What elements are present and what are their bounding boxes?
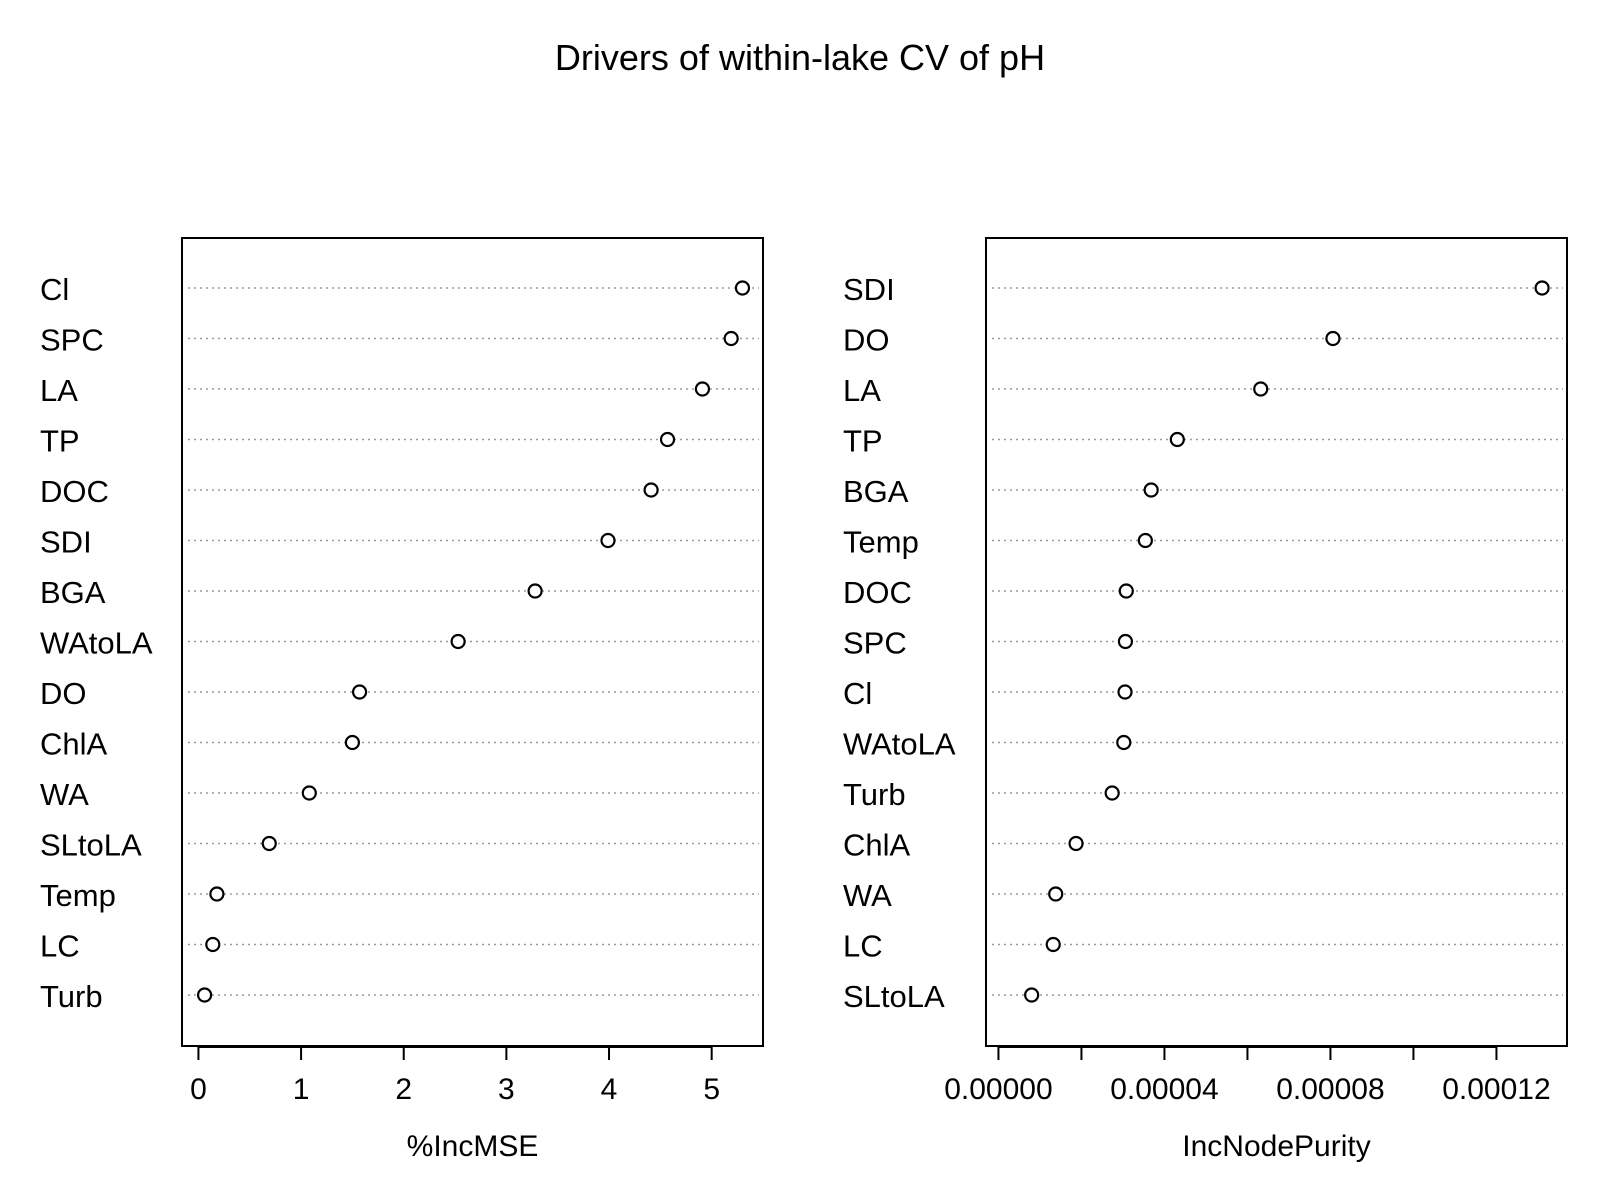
category-label: ChlA (40, 727, 108, 762)
category-label: Cl (40, 272, 69, 307)
x-tick-label: 0.00008 (1276, 1073, 1384, 1106)
category-label: SLtoLA (843, 979, 945, 1014)
data-point (1024, 987, 1040, 1003)
category-label: TP (843, 424, 883, 459)
category-label: SLtoLA (40, 828, 142, 863)
data-point (643, 482, 659, 498)
category-label: Cl (843, 676, 872, 711)
category-label: Temp (40, 878, 116, 913)
category-label: Temp (843, 525, 919, 560)
data-point (1117, 684, 1133, 700)
category-label: LA (843, 373, 881, 408)
x-axis-title: IncNodePurity (1182, 1130, 1370, 1163)
category-label: LA (40, 373, 78, 408)
category-label: Turb (40, 979, 103, 1014)
x-axis-title: %IncMSE (407, 1130, 539, 1163)
category-label: Turb (843, 777, 906, 812)
data-point (1048, 886, 1064, 902)
category-label: LC (40, 929, 80, 964)
data-point (1169, 431, 1185, 448)
data-point (600, 532, 616, 549)
data-point (659, 431, 676, 448)
data-point (196, 987, 213, 1003)
x-tick-label: 0.00012 (1442, 1073, 1550, 1106)
x-tick-label: 0.00004 (1110, 1073, 1218, 1106)
category-label: ChlA (843, 828, 911, 863)
data-point (1118, 583, 1134, 599)
category-label: BGA (40, 575, 106, 610)
category-label: WA (40, 777, 89, 812)
category-label: SPC (40, 323, 104, 358)
category-label: DOC (843, 575, 912, 610)
data-point (1045, 936, 1061, 953)
category-label: BGA (843, 474, 909, 509)
category-label: DO (40, 676, 87, 711)
category-label: WAtoLA (843, 727, 956, 762)
data-point (209, 886, 225, 902)
x-tick-label: 3 (498, 1073, 515, 1106)
data-point (1116, 734, 1132, 751)
x-tick-label: 1 (293, 1073, 310, 1106)
data-point (1104, 785, 1120, 801)
x-tick-label: 5 (703, 1073, 720, 1106)
panel-incnodepurity: SDI DO LA TP BGA Temp DOC SPC Cl WAtoLA Turb ChlA WA… (843, 237, 1568, 1163)
data-point (1534, 280, 1550, 296)
category-label: LC (843, 929, 883, 964)
category-label: WA (843, 878, 892, 913)
data-point (351, 684, 368, 700)
data-point (694, 381, 711, 397)
category-label: DOC (40, 474, 109, 509)
category-label: SDI (40, 525, 92, 560)
category-label: SPC (843, 626, 907, 661)
data-point (1068, 835, 1084, 852)
x-tick-label: 0 (190, 1073, 207, 1106)
data-point (1143, 482, 1159, 498)
category-label: DO (843, 323, 890, 358)
data-point (301, 785, 317, 801)
x-tick-label: 4 (601, 1073, 618, 1106)
data-point (1117, 633, 1134, 650)
category-label: TP (40, 424, 80, 459)
data-point (734, 280, 751, 296)
x-tick-label: 0.00000 (944, 1073, 1052, 1106)
data-point (1325, 330, 1341, 347)
x-tick-label: 2 (395, 1073, 412, 1106)
data-point (261, 835, 277, 852)
chart-title: Drivers of within-lake CV of pH (555, 37, 1045, 78)
category-label: WAtoLA (40, 626, 153, 661)
data-point (527, 583, 543, 599)
data-point (344, 734, 360, 751)
data-point (723, 330, 739, 347)
category-label: SDI (843, 272, 895, 307)
data-point (1253, 381, 1269, 397)
data-point (450, 633, 466, 650)
panel-incmse: Cl SPC LA TP DOC SDI BGA WAtoLA DO ChlA WA SLtoLA Te… (40, 237, 764, 1163)
data-point (1137, 532, 1153, 549)
data-point (205, 936, 221, 953)
